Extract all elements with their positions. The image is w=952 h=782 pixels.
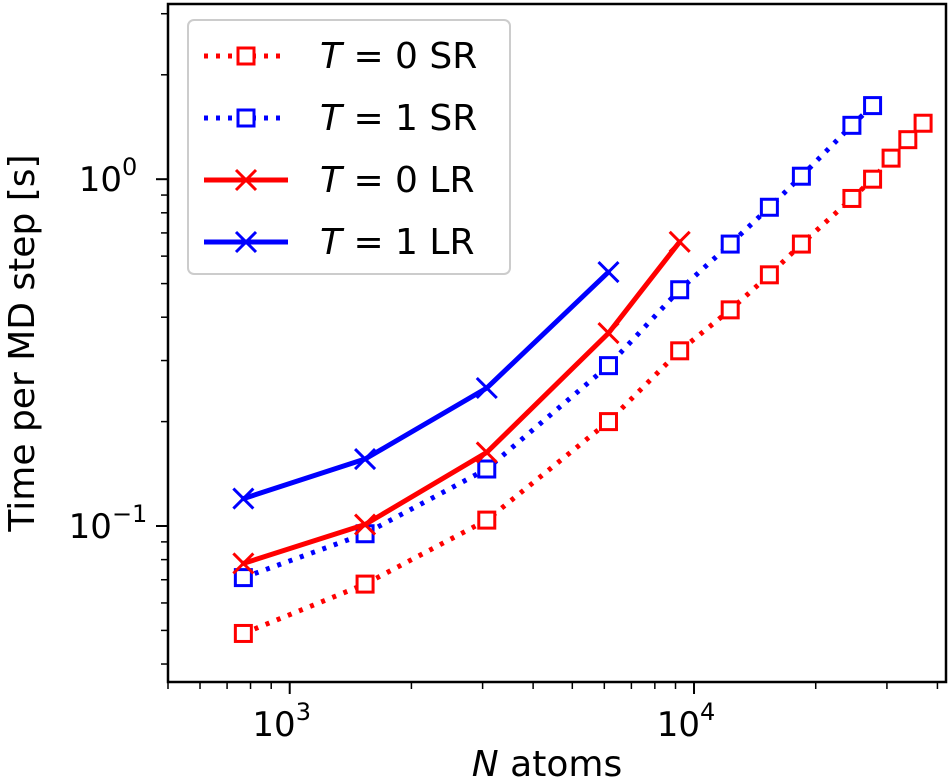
legend-label-var: T <box>320 98 345 139</box>
y-tick-label: 10−1 <box>69 500 148 547</box>
legend-marker-stroke <box>234 230 258 254</box>
data-point-stroke <box>354 513 377 536</box>
x-axis-label-rest: atoms <box>499 744 622 782</box>
data-point <box>355 574 375 594</box>
data-point <box>477 459 497 479</box>
x-tick-label-exponent: 3 <box>296 698 311 726</box>
legend-label: T = 0 SR <box>320 36 477 77</box>
x-axis-label: N atoms <box>472 744 622 782</box>
y-tick-label-exponent: −1 <box>112 500 147 528</box>
legend-item: T = 0 LR <box>204 160 474 201</box>
data-point <box>759 197 779 217</box>
data-point <box>598 412 618 432</box>
data-point <box>232 552 255 575</box>
legend-label-rest: = 1 LR <box>342 222 474 263</box>
legend-marker <box>234 230 258 254</box>
legend-item: T = 1 LR <box>204 222 474 263</box>
data-point <box>863 169 883 189</box>
legend-label: T = 1 LR <box>320 222 474 263</box>
y-axis-label: Time per MD step [s] <box>2 154 43 532</box>
legend-marker-stroke <box>234 168 258 192</box>
legend-item: T = 0 SR <box>204 36 477 77</box>
data-point <box>598 356 618 376</box>
legend-label: T = 1 SR <box>320 98 477 139</box>
data-point <box>475 376 498 400</box>
y-tick-label-exponent: 0 <box>122 153 137 181</box>
data-point <box>898 130 918 150</box>
data-point-stroke <box>597 260 620 284</box>
data-point <box>475 441 498 464</box>
data-point-stroke <box>475 441 498 464</box>
series-t-0-sr <box>233 113 933 643</box>
data-point <box>477 510 497 530</box>
data-point <box>759 265 779 285</box>
data-point <box>720 300 740 320</box>
data-point <box>597 260 620 284</box>
data-point <box>668 230 691 253</box>
data-point-stroke <box>232 552 255 575</box>
data-point <box>233 623 253 643</box>
y-tick-label-base: 10 <box>69 507 112 547</box>
data-point <box>791 166 811 186</box>
legend-label-rest: = 0 LR <box>342 160 474 201</box>
y-tick-label: 100 <box>79 153 138 200</box>
data-point <box>670 341 690 361</box>
x-tick-label-base: 10 <box>252 705 295 745</box>
x-tick-label: 103 <box>252 698 311 745</box>
data-point <box>232 487 255 510</box>
data-point <box>354 513 377 536</box>
data-point-stroke <box>597 322 620 345</box>
data-point <box>354 447 377 471</box>
series-line <box>242 103 875 580</box>
x-axis-label-var: N <box>472 744 499 782</box>
legend-label-rest: = 1 SR <box>342 98 477 139</box>
legend-item: T = 1 SR <box>204 98 477 139</box>
x-tick-label-base: 10 <box>657 705 700 745</box>
legend-marker <box>236 108 256 128</box>
legend-marker <box>234 168 258 192</box>
data-point-stroke <box>475 376 498 400</box>
legend-label-var: T <box>320 160 345 201</box>
legend-label-rest: = 0 SR <box>342 36 477 77</box>
series-t-0-lr <box>232 230 691 575</box>
data-point <box>670 280 690 300</box>
plot-area <box>232 96 933 643</box>
data-point-stroke <box>354 447 377 471</box>
data-point <box>842 115 862 135</box>
y-tick-label-base: 10 <box>79 160 122 200</box>
data-point <box>233 568 253 588</box>
data-point <box>842 188 862 208</box>
x-tick-label-exponent: 4 <box>700 698 715 726</box>
series-t-1-lr <box>232 260 620 510</box>
data-point <box>597 322 620 345</box>
data-point <box>881 148 901 168</box>
data-point <box>913 113 933 133</box>
series-line <box>240 269 611 502</box>
data-point <box>791 234 811 254</box>
plot-frame <box>166 2 948 684</box>
legend-label-var: T <box>320 222 345 263</box>
data-point-stroke <box>668 230 691 253</box>
data-point-stroke <box>232 487 255 510</box>
legend: T = 0 SRT = 1 SRT = 0 LRT = 1 LR <box>187 19 511 275</box>
legend-box <box>187 19 511 275</box>
legend-label-var: T <box>320 36 345 77</box>
data-point <box>863 96 883 116</box>
data-point <box>720 234 740 254</box>
legend-marker <box>236 46 256 66</box>
x-tick-label: 104 <box>657 698 716 745</box>
legend-label: T = 0 LR <box>320 160 474 201</box>
